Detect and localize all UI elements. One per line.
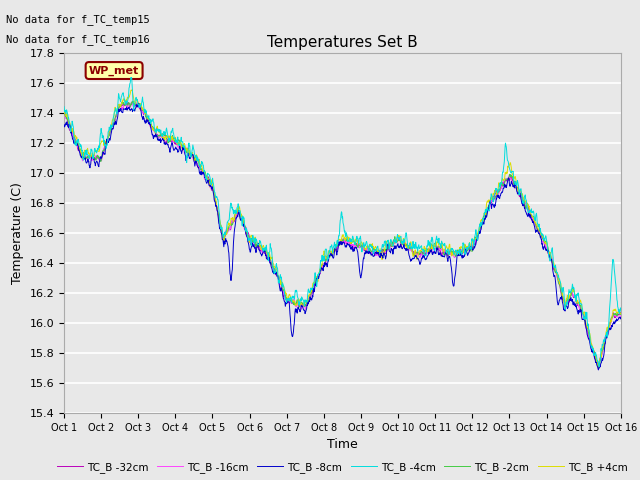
TC_B -8cm	[502, 182, 509, 188]
TC_B -32cm	[595, 362, 603, 368]
TC_B -2cm	[171, 138, 179, 144]
TC_B -8cm	[551, 274, 559, 280]
TC_B +4cm	[551, 264, 559, 269]
TC_B -8cm	[617, 314, 625, 320]
TC_B -32cm	[502, 178, 509, 183]
Line: TC_B +4cm: TC_B +4cm	[64, 90, 621, 367]
TC_B -16cm	[246, 238, 254, 244]
TC_B -2cm	[617, 311, 625, 316]
TC_B -32cm	[429, 245, 437, 251]
TC_B +4cm	[60, 106, 68, 111]
Line: TC_B -16cm: TC_B -16cm	[64, 102, 621, 370]
TC_B -8cm	[184, 150, 192, 156]
TC_B -2cm	[60, 108, 68, 114]
TC_B +4cm	[128, 87, 136, 93]
Line: TC_B -2cm: TC_B -2cm	[64, 101, 621, 369]
TC_B -16cm	[171, 139, 179, 145]
TC_B -32cm	[60, 109, 68, 115]
TC_B -16cm	[429, 249, 437, 255]
Title: Temperatures Set B: Temperatures Set B	[267, 35, 418, 50]
Line: TC_B -4cm: TC_B -4cm	[64, 77, 621, 367]
TC_B +4cm	[594, 364, 602, 370]
TC_B -4cm	[184, 147, 192, 153]
TC_B -8cm	[429, 250, 437, 255]
TC_B -32cm	[246, 240, 254, 246]
TC_B -2cm	[502, 176, 509, 182]
Line: TC_B -32cm: TC_B -32cm	[64, 102, 621, 365]
TC_B -16cm	[502, 176, 509, 181]
TC_B -4cm	[171, 136, 179, 142]
TC_B -16cm	[595, 367, 602, 372]
TC_B -32cm	[184, 149, 192, 155]
TC_B -16cm	[127, 99, 135, 105]
TC_B -32cm	[617, 310, 625, 315]
TC_B -8cm	[595, 367, 602, 373]
TC_B -16cm	[60, 107, 68, 113]
Y-axis label: Temperature (C): Temperature (C)	[11, 182, 24, 284]
TC_B -8cm	[60, 124, 68, 130]
TC_B -8cm	[246, 249, 254, 255]
TC_B -8cm	[171, 146, 179, 152]
TC_B -4cm	[429, 244, 437, 250]
TC_B -2cm	[246, 236, 254, 242]
Legend: TC_B -32cm, TC_B -16cm, TC_B -8cm, TC_B -4cm, TC_B -2cm, TC_B +4cm: TC_B -32cm, TC_B -16cm, TC_B -8cm, TC_B …	[53, 457, 632, 477]
TC_B -2cm	[551, 269, 559, 275]
TC_B +4cm	[429, 244, 437, 250]
TC_B -16cm	[184, 149, 192, 155]
TC_B -16cm	[551, 266, 559, 272]
TC_B +4cm	[184, 146, 192, 152]
TC_B -2cm	[184, 145, 192, 151]
TC_B -32cm	[171, 139, 179, 145]
TC_B +4cm	[171, 136, 179, 142]
TC_B +4cm	[246, 233, 254, 239]
TC_B -4cm	[127, 74, 135, 80]
Line: TC_B -8cm: TC_B -8cm	[64, 104, 621, 370]
TC_B -32cm	[551, 267, 559, 273]
TC_B -4cm	[595, 364, 603, 370]
Text: WP_met: WP_met	[89, 65, 140, 76]
TC_B -4cm	[617, 307, 625, 313]
TC_B -32cm	[129, 99, 136, 105]
TC_B +4cm	[502, 171, 509, 177]
TC_B -4cm	[60, 104, 68, 109]
X-axis label: Time: Time	[327, 438, 358, 451]
TC_B -2cm	[129, 98, 136, 104]
TC_B -4cm	[502, 143, 509, 148]
TC_B -4cm	[246, 237, 254, 243]
TC_B -8cm	[135, 101, 143, 107]
TC_B +4cm	[617, 311, 625, 317]
TC_B -2cm	[595, 366, 603, 372]
Text: No data for f_TC_temp15: No data for f_TC_temp15	[6, 14, 150, 25]
TC_B -4cm	[551, 264, 559, 270]
Text: No data for f_TC_temp16: No data for f_TC_temp16	[6, 34, 150, 45]
TC_B -2cm	[429, 243, 437, 249]
TC_B -16cm	[617, 313, 625, 319]
